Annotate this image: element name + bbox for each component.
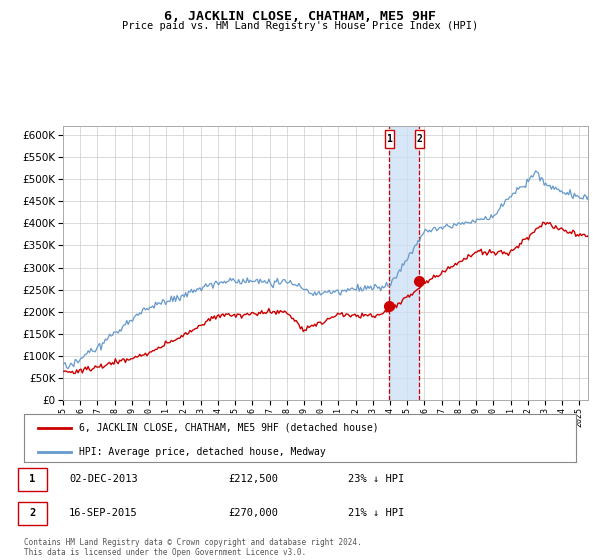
Text: 23% ↓ HPI: 23% ↓ HPI [348,474,404,484]
Text: 16-SEP-2015: 16-SEP-2015 [69,508,138,519]
Text: Price paid vs. HM Land Registry's House Price Index (HPI): Price paid vs. HM Land Registry's House … [122,21,478,31]
Bar [385,130,394,148]
Text: 6, JACKLIN CLOSE, CHATHAM, ME5 9HF (detached house): 6, JACKLIN CLOSE, CHATHAM, ME5 9HF (deta… [79,423,379,433]
Bar [18,502,47,525]
Text: HPI: Average price, detached house, Medway: HPI: Average price, detached house, Medw… [79,446,326,456]
Text: 1: 1 [386,134,392,144]
Bar [415,130,424,148]
Text: £212,500: £212,500 [228,474,278,484]
Text: 2: 2 [416,134,422,144]
Text: 6, JACKLIN CLOSE, CHATHAM, ME5 9HF: 6, JACKLIN CLOSE, CHATHAM, ME5 9HF [164,10,436,23]
Bar [18,468,47,491]
Bar [389,126,419,400]
Text: £270,000: £270,000 [228,508,278,519]
Text: 1: 1 [29,474,35,484]
Text: Contains HM Land Registry data © Crown copyright and database right 2024.
This d: Contains HM Land Registry data © Crown c… [24,538,362,557]
Text: 02-DEC-2013: 02-DEC-2013 [69,474,138,484]
Text: 21% ↓ HPI: 21% ↓ HPI [348,508,404,519]
Text: 2: 2 [29,508,35,519]
